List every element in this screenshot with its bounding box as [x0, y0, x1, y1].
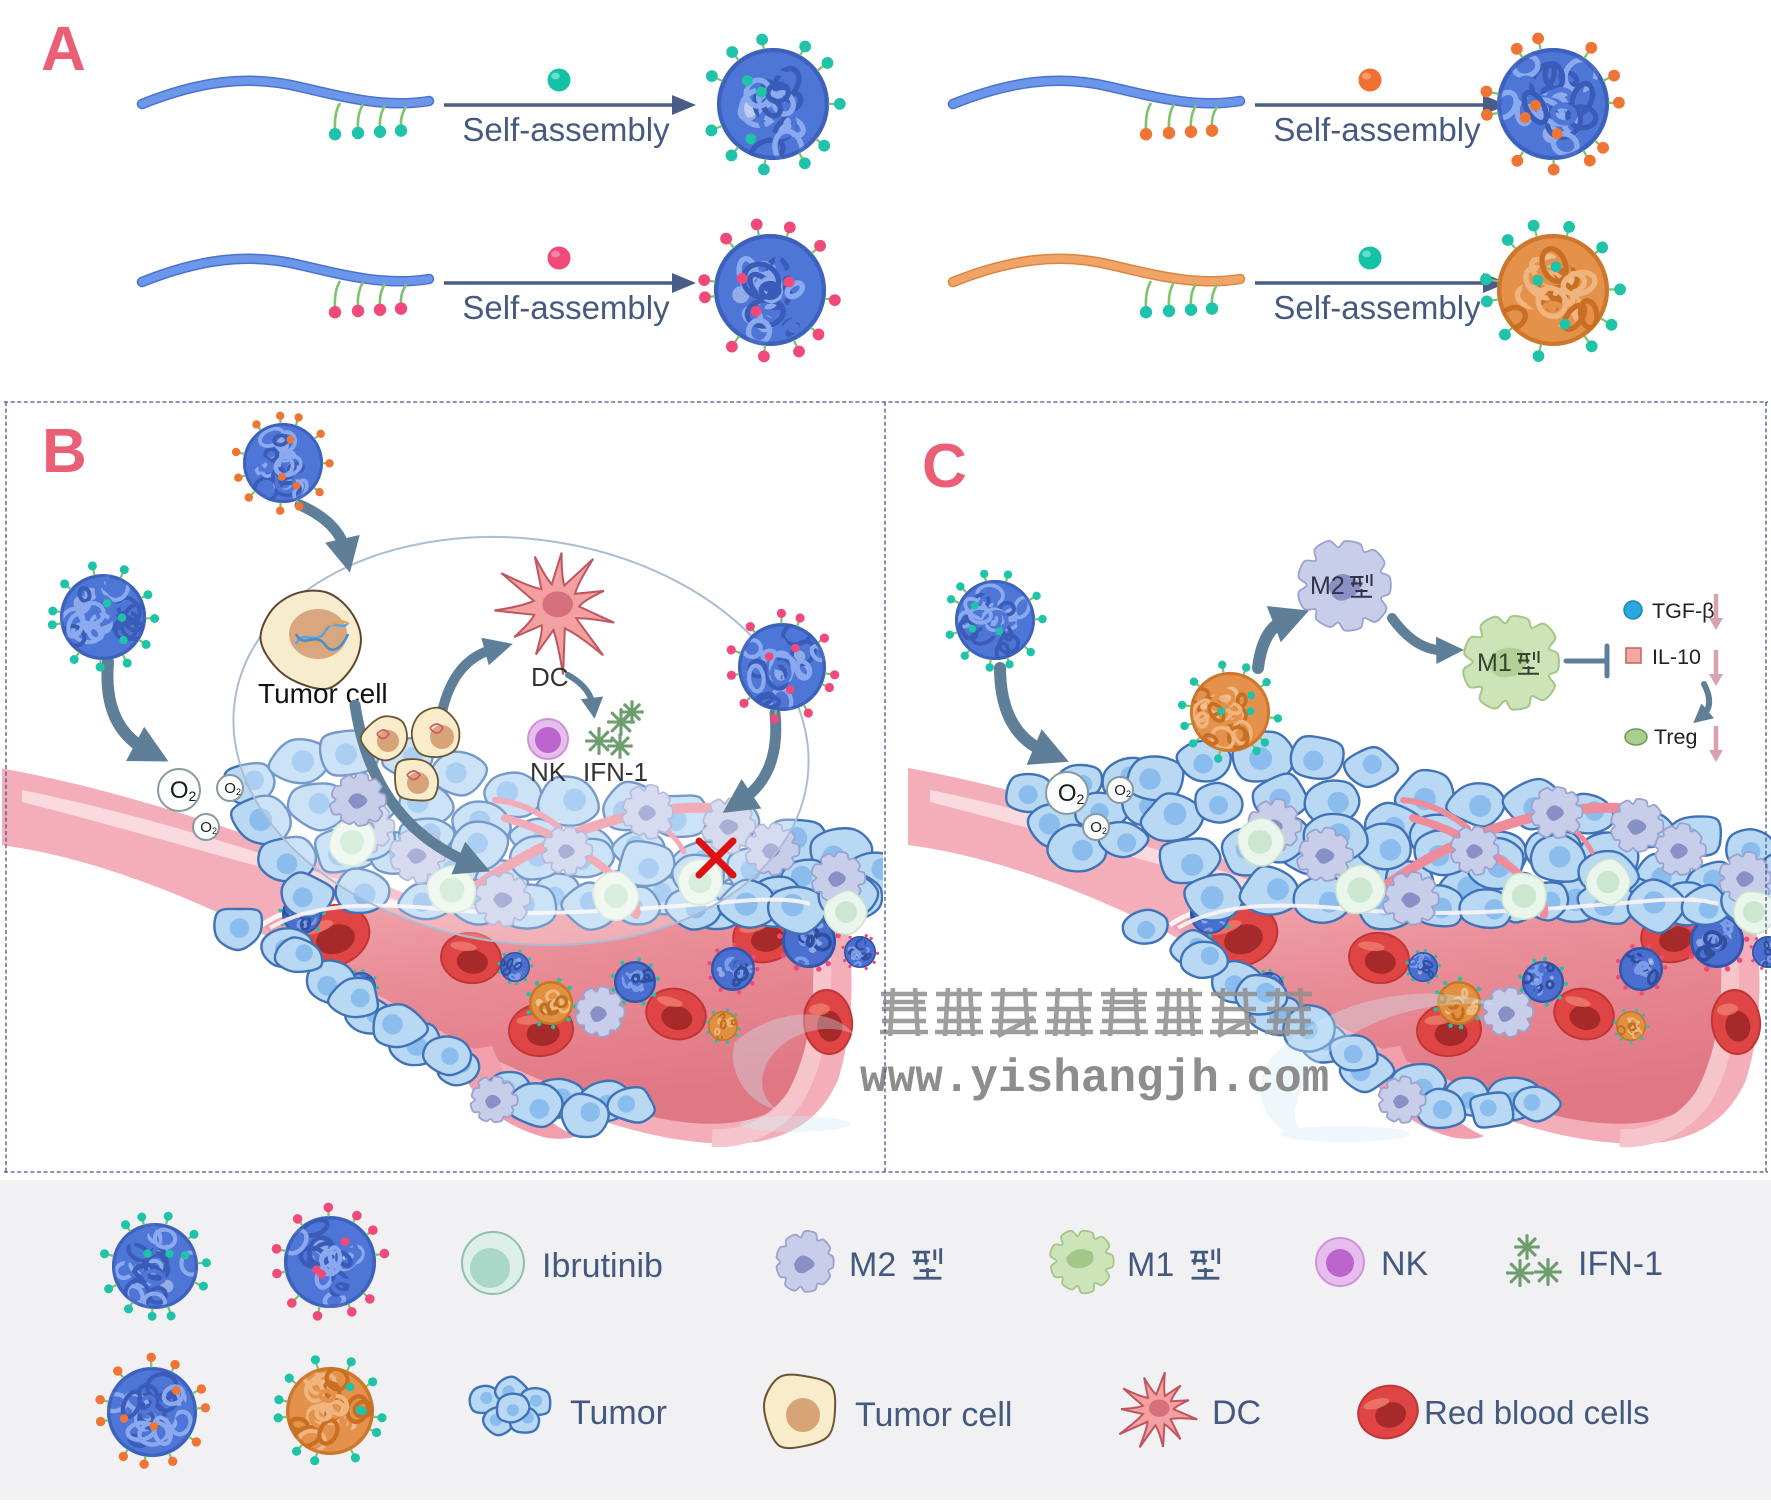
svg-text:DC: DC	[1212, 1394, 1261, 1432]
svg-text:Tumor: Tumor	[570, 1394, 667, 1432]
svg-text:B: B	[42, 417, 87, 486]
svg-text:Self-assembly: Self-assembly	[462, 111, 670, 148]
svg-text:Self-assembly: Self-assembly	[1273, 289, 1481, 326]
svg-text:Ibrutinib: Ibrutinib	[542, 1247, 663, 1285]
svg-text:IFN-1: IFN-1	[1578, 1245, 1663, 1283]
svg-text:M1: M1	[1477, 649, 1512, 677]
svg-text:IFN-1: IFN-1	[583, 757, 648, 787]
svg-text:DC: DC	[531, 662, 569, 692]
svg-text:IL-10: IL-10	[1652, 645, 1701, 669]
svg-text:NK: NK	[1381, 1245, 1429, 1283]
svg-text:Treg: Treg	[1654, 725, 1697, 749]
svg-text:NK: NK	[530, 757, 567, 787]
svg-text:Red blood cells: Red blood cells	[1424, 1394, 1650, 1431]
svg-text:M2: M2	[1310, 572, 1345, 600]
svg-text:Self-assembly: Self-assembly	[1273, 111, 1481, 148]
svg-text:TGF-β: TGF-β	[1652, 599, 1715, 623]
svg-text:www.yishangjh.com: www.yishangjh.com	[860, 1053, 1329, 1105]
svg-text:A: A	[41, 15, 86, 84]
svg-text:M1: M1	[1127, 1246, 1174, 1284]
svg-text:Tumor cell: Tumor cell	[258, 678, 388, 709]
svg-text:C: C	[922, 432, 967, 501]
svg-text:Self-assembly: Self-assembly	[462, 289, 670, 326]
svg-text:M2: M2	[849, 1246, 896, 1284]
svg-text:Tumor cell: Tumor cell	[855, 1396, 1012, 1434]
